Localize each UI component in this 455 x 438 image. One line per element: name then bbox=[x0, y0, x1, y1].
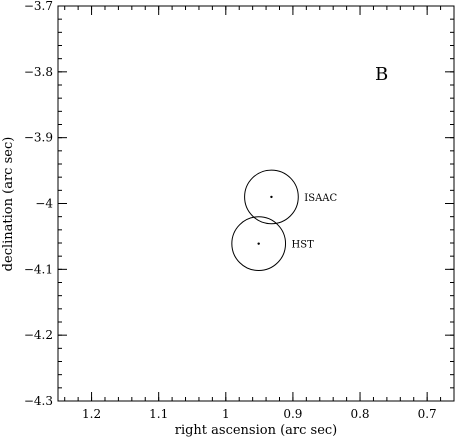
tick-labels-layer: 1.2 1.1 1 0.9 0.8 0.7 −3.7 −3.8 −3.9 −4 −4.1 −4.2 −4… bbox=[24, 0, 437, 421]
x-tick-label: 0.9 bbox=[283, 407, 302, 421]
hst-error-circle bbox=[231, 216, 287, 272]
isaac-point-label: ISAAC bbox=[304, 193, 337, 204]
y-tick-label: −4.3 bbox=[24, 394, 53, 408]
hst-position-point bbox=[257, 242, 260, 245]
y-tick-label: −3.8 bbox=[24, 65, 53, 79]
plot-frame bbox=[57, 5, 455, 402]
x-tick-label: 1 bbox=[222, 407, 230, 421]
y-tick-label: −4 bbox=[35, 197, 53, 211]
isaac-error-circle bbox=[244, 169, 299, 225]
x-tick-label: 0.7 bbox=[418, 407, 437, 421]
x-axis-label: right ascension (arc sec) bbox=[175, 423, 338, 438]
y-tick-label: −4.2 bbox=[24, 328, 53, 342]
y-tick-label: −4.1 bbox=[24, 262, 53, 276]
panel-label: B bbox=[375, 64, 388, 85]
isaac-position-point bbox=[270, 195, 273, 199]
ticks-layer bbox=[58, 5, 455, 402]
y-tick-label: −3.7 bbox=[24, 0, 53, 13]
marks-layer: ISAAC HST bbox=[231, 169, 338, 272]
x-tick-label: 1.2 bbox=[82, 407, 101, 421]
hst-point-label: HST bbox=[292, 240, 315, 251]
x-tick-label: 0.8 bbox=[350, 407, 369, 421]
y-tick-label: −3.9 bbox=[24, 131, 53, 145]
y-axis-label: declination (arc sec) bbox=[1, 137, 16, 272]
x-tick-label: 1.1 bbox=[149, 407, 168, 421]
